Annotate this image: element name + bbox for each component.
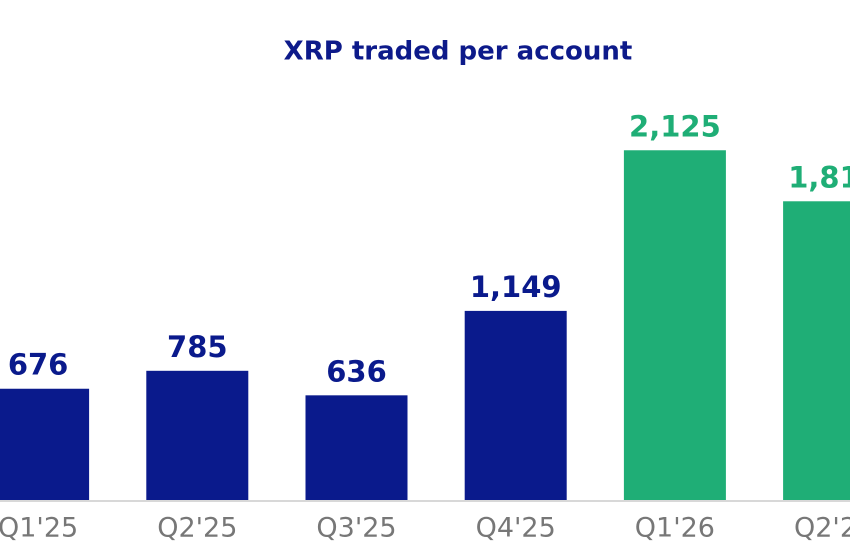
bar bbox=[305, 395, 408, 500]
x-tick-label: Q1'25 bbox=[0, 513, 78, 544]
bar bbox=[146, 370, 249, 500]
x-tick-label: Q2'25 bbox=[157, 513, 237, 544]
value-label: 785 bbox=[167, 330, 228, 364]
x-tick-label: Q1'26 bbox=[635, 513, 715, 544]
value-label: 636 bbox=[326, 354, 387, 388]
chart-title: XRP traded per account bbox=[284, 37, 633, 67]
x-tick-label: Q2'26 bbox=[794, 513, 850, 544]
bar bbox=[0, 388, 90, 500]
bar bbox=[783, 201, 850, 500]
value-label: 1,149 bbox=[470, 270, 562, 304]
value-label: 2,125 bbox=[629, 109, 721, 143]
value-label: 1,815 bbox=[788, 160, 850, 194]
bar bbox=[623, 150, 726, 500]
x-tick-label: Q3'25 bbox=[316, 513, 396, 544]
x-tick-label: Q4'25 bbox=[476, 513, 556, 544]
bar bbox=[464, 310, 567, 500]
value-label: 676 bbox=[8, 348, 69, 382]
